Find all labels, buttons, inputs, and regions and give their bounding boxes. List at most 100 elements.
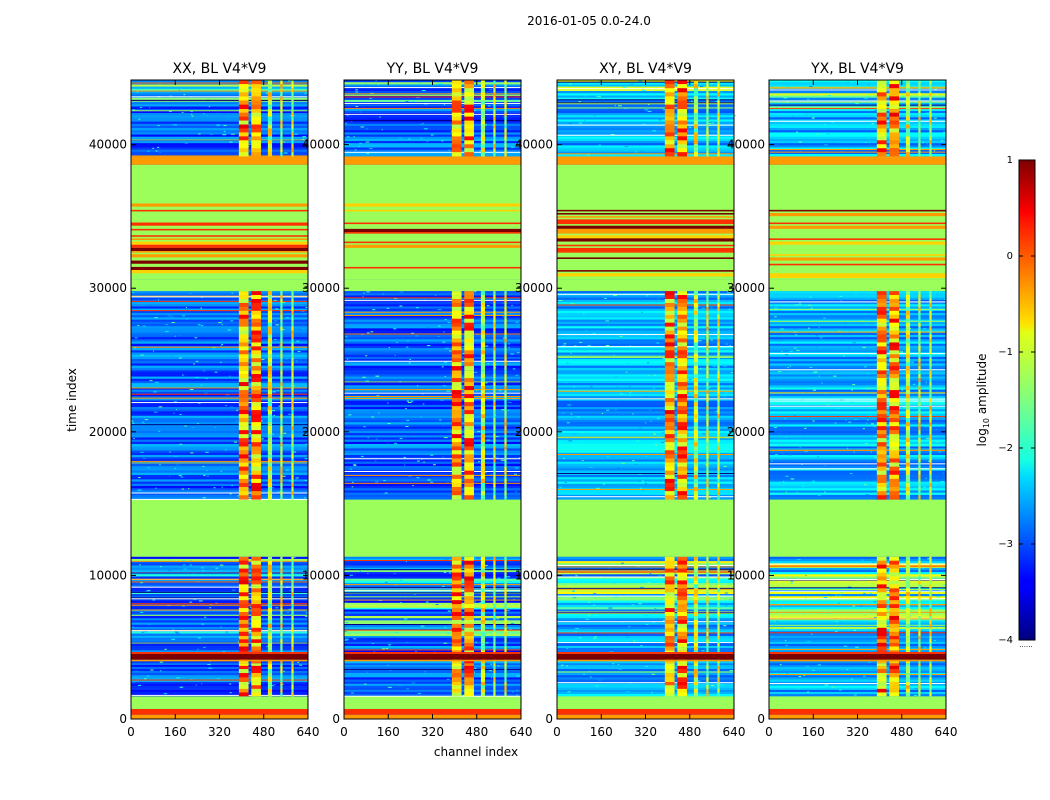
y-tick-label: 30000 bbox=[515, 281, 553, 295]
colorbar-tick-label: −2 bbox=[998, 443, 1013, 454]
time-band-data bbox=[131, 108, 308, 157]
time-band-flagstripes bbox=[131, 203, 308, 280]
y-tick-label: 10000 bbox=[727, 568, 765, 582]
time-band-data bbox=[131, 635, 308, 651]
time-band-data bbox=[344, 668, 521, 682]
x-tick-label: 160 bbox=[377, 725, 400, 739]
time-band-data bbox=[131, 291, 308, 371]
y-tick-label: 10000 bbox=[515, 568, 553, 582]
time-band-data bbox=[344, 291, 521, 371]
x-tick-label: 640 bbox=[510, 725, 533, 739]
time-band-data bbox=[131, 370, 308, 447]
x-tick-label: 320 bbox=[421, 725, 444, 739]
time-band-green bbox=[769, 164, 946, 204]
time-band-data bbox=[344, 681, 521, 697]
time-band-green bbox=[769, 696, 946, 709]
time-band-data bbox=[131, 446, 309, 500]
time-band-data bbox=[769, 370, 946, 447]
x-tick-label: 160 bbox=[590, 725, 613, 739]
panel-title: XX, BL V4*V9 bbox=[173, 61, 267, 77]
time-band-data bbox=[769, 662, 946, 670]
colorbar-gradient bbox=[1018, 159, 1036, 641]
time-band-data bbox=[769, 446, 946, 500]
time-band-data bbox=[131, 662, 308, 670]
panel-xx: XX, BL V4*V9 0 160 320 480 640 0 10000 20000 3000… bbox=[89, 61, 320, 739]
time-band-red bbox=[344, 708, 521, 715]
y-tick-label: 0 bbox=[332, 712, 340, 726]
y-tick-label: 40000 bbox=[727, 138, 765, 152]
time-band-hot bbox=[557, 650, 734, 664]
time-band-green bbox=[344, 164, 521, 204]
y-tick-label: 0 bbox=[119, 712, 127, 726]
time-band-data bbox=[557, 662, 734, 670]
time-band-orange bbox=[131, 156, 308, 165]
x-tick-label: 480 bbox=[890, 725, 913, 739]
time-band-hot bbox=[769, 650, 946, 664]
y-axis-label: time index bbox=[65, 368, 79, 432]
time-band-green bbox=[131, 499, 308, 557]
time-band-green bbox=[131, 279, 308, 292]
y-tick-label: 10000 bbox=[89, 568, 127, 582]
colorbar-tick-label: −4 bbox=[998, 635, 1013, 646]
y-tick-label: 40000 bbox=[515, 138, 553, 152]
time-band-red bbox=[557, 708, 734, 715]
y-tick-label: 0 bbox=[757, 712, 765, 726]
time-band-data bbox=[344, 446, 522, 500]
time-band-hot bbox=[344, 650, 521, 664]
x-tick-label: 640 bbox=[935, 725, 958, 739]
panel-yy: YY, BL V4*V9 0 160 320 480 640 0 10000 20000 3000… bbox=[302, 61, 533, 739]
time-band-data bbox=[131, 668, 309, 682]
time-band-data bbox=[769, 635, 946, 651]
y-tick-label: 20000 bbox=[302, 425, 340, 439]
time-band-data bbox=[557, 446, 734, 500]
colorbar-tick-label: 0 bbox=[1007, 251, 1013, 262]
time-band-data bbox=[557, 681, 734, 697]
time-band-green bbox=[344, 279, 521, 292]
panel-title: XY, BL V4*V9 bbox=[599, 61, 692, 77]
time-band-data bbox=[769, 681, 946, 697]
y-tick-label: 20000 bbox=[727, 425, 765, 439]
time-band-data bbox=[769, 291, 946, 371]
x-tick-label: 0 bbox=[765, 725, 773, 739]
time-band-green bbox=[769, 499, 946, 557]
y-tick-label: 30000 bbox=[89, 281, 127, 295]
panel-title: YY, BL V4*V9 bbox=[386, 61, 479, 77]
x-tick-label: 160 bbox=[164, 725, 187, 739]
time-band-flagstripes bbox=[557, 203, 734, 280]
time-band-data bbox=[344, 370, 521, 447]
time-band-red bbox=[131, 708, 308, 715]
time-band-striped bbox=[769, 556, 947, 637]
time-band-data bbox=[769, 668, 946, 682]
time-band-flagstripes bbox=[769, 203, 946, 280]
x-tick-label: 640 bbox=[723, 725, 746, 739]
y-tick-label: 0 bbox=[545, 712, 553, 726]
figure-suptitle: 2016-01-05 0.0-24.0 bbox=[527, 14, 651, 28]
colorbar-dots: ...... bbox=[1019, 641, 1032, 649]
time-band-green bbox=[344, 499, 521, 557]
x-tick-label: 160 bbox=[802, 725, 825, 739]
colorbar-tick-label: 1 bbox=[1007, 155, 1013, 166]
time-band-data bbox=[557, 370, 734, 447]
time-band-striped bbox=[131, 80, 308, 110]
x-tick-label: 0 bbox=[340, 725, 348, 739]
time-band-flagstripes bbox=[344, 203, 521, 280]
time-band-striped bbox=[344, 556, 521, 637]
x-tick-label: 480 bbox=[252, 725, 275, 739]
x-tick-label: 320 bbox=[208, 725, 231, 739]
x-tick-label: 480 bbox=[678, 725, 701, 739]
y-tick-label: 30000 bbox=[727, 281, 765, 295]
y-tick-label: 10000 bbox=[302, 568, 340, 582]
time-band-data bbox=[557, 108, 736, 157]
time-band-green bbox=[557, 279, 734, 292]
time-band-striped bbox=[131, 556, 308, 637]
time-band-green bbox=[557, 499, 734, 557]
x-tick-label: 0 bbox=[553, 725, 561, 739]
time-band-data bbox=[344, 635, 521, 651]
time-band-data bbox=[344, 108, 521, 157]
time-band-green bbox=[557, 164, 734, 204]
time-band-green bbox=[131, 164, 308, 204]
panel-title: YX, BL V4*V9 bbox=[810, 61, 904, 77]
time-band-data bbox=[557, 635, 734, 651]
time-band-orange bbox=[769, 156, 946, 165]
